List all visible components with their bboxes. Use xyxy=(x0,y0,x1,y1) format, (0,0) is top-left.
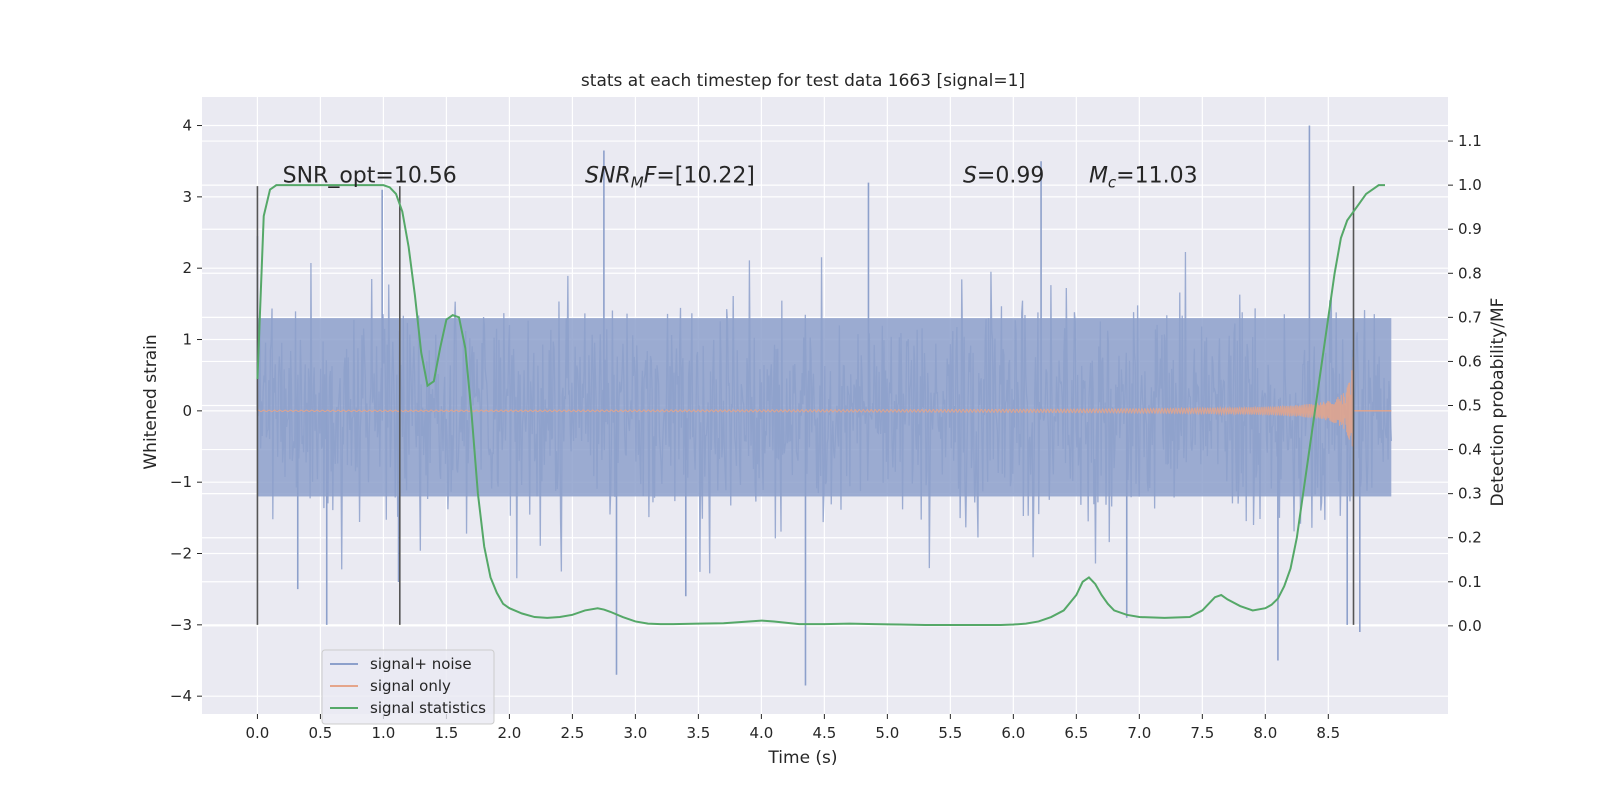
y-tick-label: 3 xyxy=(182,188,192,206)
y-tick-label: −3 xyxy=(170,616,192,634)
legend-box xyxy=(321,649,495,725)
y-tick-label: −4 xyxy=(170,687,192,705)
series-signal-only xyxy=(257,357,1392,447)
y-tick-label: 1 xyxy=(182,331,192,349)
y2-tick-label: 0.7 xyxy=(1458,308,1482,326)
legend-label: signal+ noise xyxy=(370,655,472,673)
chart-title: stats at each timestep for test data 166… xyxy=(581,71,1025,91)
x-tick-label: 7.5 xyxy=(1190,724,1214,742)
x-tick-label: 4.5 xyxy=(812,724,836,742)
x-tick-label: 1.5 xyxy=(434,724,458,742)
annotation-mc: Mc=11.03 xyxy=(1089,164,1198,192)
y2-axis-label: Detection probability/MF xyxy=(1488,298,1508,507)
series-signal-statistics xyxy=(256,184,1386,626)
x-tick-label: 4.0 xyxy=(749,724,773,742)
x-tick-label: 7.0 xyxy=(1127,724,1151,742)
y2-tick-label: 0.8 xyxy=(1458,264,1482,282)
x-tick-label: 0.5 xyxy=(308,724,332,742)
y2-tick-label: 1.0 xyxy=(1458,176,1482,194)
x-tick-label: 3.0 xyxy=(623,724,647,742)
legend-label: signal statistics xyxy=(370,699,486,717)
x-tick-label: 2.0 xyxy=(497,724,521,742)
x-tick-label: 5.5 xyxy=(938,724,962,742)
y2-tick-label: 0.6 xyxy=(1458,352,1482,370)
y2-tick-label: 0.2 xyxy=(1458,529,1482,547)
y-tick-label: 0 xyxy=(182,402,192,420)
x-tick-label: 8.5 xyxy=(1316,724,1340,742)
y-tick-label: −2 xyxy=(170,545,192,563)
y2-tick-label: 0.3 xyxy=(1458,485,1482,503)
y-axis-label: Whitened strain xyxy=(141,334,161,469)
x-tick-label: 3.5 xyxy=(686,724,710,742)
annotation-s-stat: S=0.99 xyxy=(963,164,1044,189)
y2-tick-label: 1.1 xyxy=(1458,132,1482,150)
y2-tick-label: 0.9 xyxy=(1458,220,1482,238)
chirp-trace xyxy=(257,357,1355,447)
x-tick-label: 8.0 xyxy=(1253,724,1277,742)
annotation-snr-opt: SNR_opt=10.56 xyxy=(283,164,457,189)
x-tick-label: 1.0 xyxy=(371,724,395,742)
x-tick-label: 6.5 xyxy=(1064,724,1088,742)
y-tick-label: −1 xyxy=(170,473,192,491)
x-tick-label: 0.0 xyxy=(246,724,270,742)
y-tick-label: 2 xyxy=(182,259,192,277)
annotation-snr-mf: SNRMF=[10.22] xyxy=(585,164,755,192)
x-tick-label: 2.5 xyxy=(560,724,584,742)
y-tick-label: 4 xyxy=(182,117,192,135)
x-tick-label: 6.0 xyxy=(1001,724,1025,742)
x-axis-label: Time (s) xyxy=(767,748,837,768)
y2-tick-label: 0.4 xyxy=(1458,441,1482,459)
y2-tick-label: 0.0 xyxy=(1458,617,1482,635)
noise-band xyxy=(257,318,1392,497)
legend-label: signal only xyxy=(370,677,451,695)
y2-tick-label: 0.5 xyxy=(1458,397,1482,415)
y2-tick-label: 0.1 xyxy=(1458,573,1482,591)
x-tick-label: 5.0 xyxy=(875,724,899,742)
